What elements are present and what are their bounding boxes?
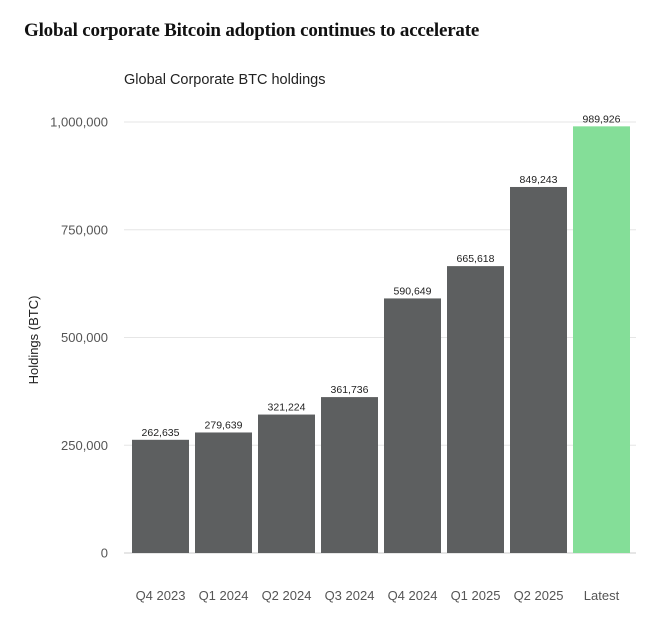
y-tick-label: 750,000 (61, 222, 108, 237)
bar-latest (573, 126, 630, 554)
y-tick-label: 0 (101, 546, 108, 561)
y-tick-label: 250,000 (61, 438, 108, 453)
data-label: 321,224 (268, 402, 306, 414)
data-label: 361,736 (331, 384, 369, 396)
x-tick-label: Latest (584, 588, 620, 603)
x-tick-label: Q1 2024 (199, 588, 249, 603)
data-label: 849,243 (520, 174, 558, 186)
x-tick-label: Q3 2024 (325, 588, 375, 603)
data-label: 665,618 (457, 253, 495, 265)
bars-layer (132, 126, 630, 554)
x-tick-label: Q1 2025 (451, 588, 501, 603)
x-tick-label: Q2 2025 (514, 588, 564, 603)
bar-q4-2024 (384, 298, 441, 553)
data-label: 262,635 (142, 427, 180, 439)
headline: Global corporate Bitcoin adoption contin… (24, 20, 480, 41)
bar-q1-2025 (447, 266, 504, 553)
data-label: 590,649 (394, 285, 432, 297)
bar-q2-2024 (258, 414, 315, 553)
data-label: 989,926 (583, 113, 621, 125)
bar-q3-2024 (321, 397, 378, 553)
x-tick-label: Q4 2023 (136, 588, 186, 603)
chart-title: Global Corporate BTC holdings (124, 72, 326, 88)
y-axis-label: Holdings (BTC) (26, 296, 41, 385)
bar-q4-2023 (132, 439, 189, 553)
bar-q1-2024 (195, 432, 252, 553)
x-tick-label: Q2 2024 (262, 588, 312, 603)
labels-layer: 0 250,000 500,000 750,000 1,000,000 262,635 Q4… (50, 113, 620, 603)
y-tick-label: 1,000,000 (50, 115, 108, 130)
x-tick-label: Q4 2024 (388, 588, 438, 603)
data-label: 279,639 (205, 419, 243, 431)
bar-q2-2025 (510, 186, 567, 554)
y-tick-label: 500,000 (61, 330, 108, 345)
